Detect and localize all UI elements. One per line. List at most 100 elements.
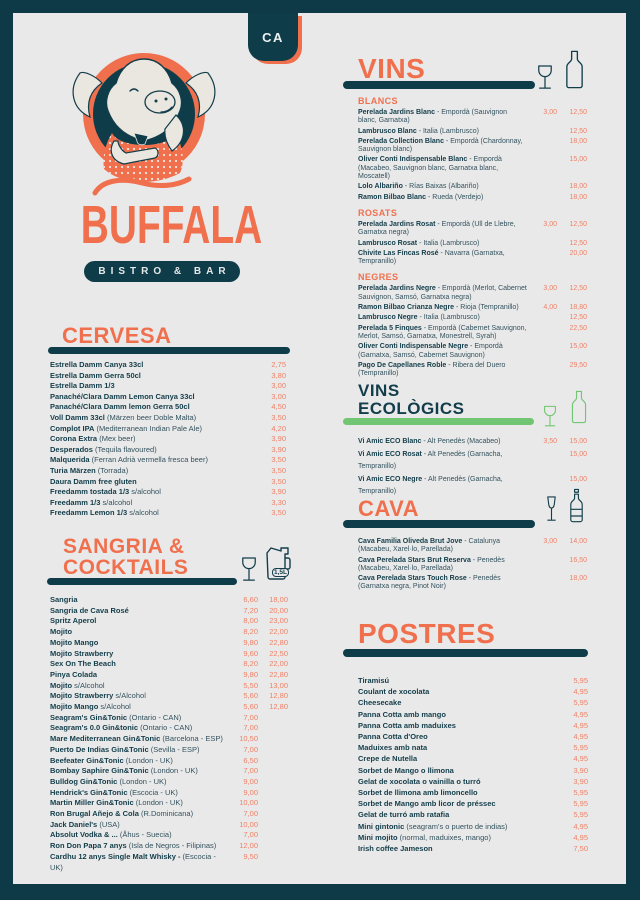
menu-item-row: Perelada Jardins Negre - Empordà (Merlot… xyxy=(358,285,587,302)
item-note: (Ferran Adrià vermella fresca beer) xyxy=(89,455,208,465)
item-name: Freedamm tostada 1/3 xyxy=(50,487,130,497)
item-price: 3,00 xyxy=(271,391,286,401)
item-text: Ramon Bilbao Crianza Negre - Rioja (Temp… xyxy=(358,304,527,312)
item-name: Bulldog Gin&Tonic xyxy=(50,776,118,786)
item-price: 22,80 xyxy=(269,637,288,647)
item-name: Bombay Saphire Gin&Tonic xyxy=(50,766,149,776)
negres-list: Perelada Jardins Negre - Empordà (Merlot… xyxy=(358,285,587,378)
menu-item-row: Cheesecake 5,95 xyxy=(358,697,588,708)
menu-item-row: Panaché/Clara Damm lemon Gerra 50cl 4,50 xyxy=(50,402,286,413)
item-name: Mojito Mango xyxy=(50,702,99,712)
item-text: Bombay Saphire Gin&Tonic (London - UK) xyxy=(50,766,228,777)
item-name: Mojito xyxy=(50,627,73,637)
item-price: 22,00 xyxy=(269,627,288,637)
menu-item-row: Panna Cotta amb mango 4,95 xyxy=(358,709,588,720)
cervesa-title: CERVESA xyxy=(62,323,172,348)
right-horn xyxy=(185,71,216,119)
menu-item-row: Mojito 8,20 22,00 xyxy=(50,627,288,638)
menu-item-row: Mojito Mango 9,80 22,80 xyxy=(50,638,288,649)
item-name: Sex On The Beach xyxy=(50,659,116,669)
item-text: Estrella Damm Canya 33cl xyxy=(50,360,252,371)
item-price: 7,20 xyxy=(243,605,258,615)
item-price: 7,00 xyxy=(243,809,258,819)
menu-item-row: Mojito Strawberry 9,60 22,50 xyxy=(50,649,288,660)
menu-item-row: Lambrusco Blanc - Italia (Lambrusco) 12,5… xyxy=(358,128,587,136)
item-note: - Empordà (Ull de Llebre, Garnatxa negra… xyxy=(358,220,516,237)
item-name: Sorbet de Mango amb licor de préssec xyxy=(358,799,496,809)
item-price: 4,00 xyxy=(543,304,557,312)
menu-item-row: Vi Amic ECO Blanc - Alt Penedès (Macabeo… xyxy=(358,436,587,447)
menu-item-row: Freedamm Lemon 1/3 s/alcohol 3,50 xyxy=(50,508,286,519)
menu-item-row: Mojito Strawberry s/Alcohol 5,60 12,80 xyxy=(50,691,288,702)
menu-item-row: Lambrusco Rosat - Italia (Lambrusco) 12,5… xyxy=(358,240,587,248)
item-text: Coulant de xocolata xyxy=(358,686,554,697)
item-text: Mojito Strawberry xyxy=(50,649,228,660)
menu-item-row: Mojito s/Alcohol 5,50 13,00 xyxy=(50,681,288,692)
menu-item-row: Sorbet de Mango o llimona 3,90 xyxy=(358,765,588,776)
item-name: Cheesecake xyxy=(358,698,402,708)
item-price: 18,80 xyxy=(569,304,587,312)
menu-item-row: Bulldog Gin&Tonic (London - UK) 9,00 xyxy=(50,777,288,788)
item-text: Martin Miller Gin&Tonic (London - UK) xyxy=(50,798,228,809)
language-badge[interactable]: CA xyxy=(248,13,298,61)
menu-item-row: Sangria de Cava Rosé 7,20 20,00 xyxy=(50,606,288,617)
item-price: 22,80 xyxy=(269,669,288,679)
menu-item-row: Daura Damm free gluten 3,50 xyxy=(50,477,286,488)
item-name: Panaché/Clara Damm lemon Gerra 50cl xyxy=(50,402,190,412)
item-name: Freedamm 1/3 xyxy=(50,497,101,507)
item-price: 3,50 xyxy=(271,412,286,422)
item-note: - Alt Penedès (Garnacha, Tempranillo) xyxy=(358,451,503,470)
group-label-negres: NEGRES xyxy=(358,272,399,283)
item-price: 3,90 xyxy=(573,776,588,786)
item-text: Sex On The Beach xyxy=(50,659,228,670)
item-price: 5,95 xyxy=(573,698,588,708)
item-price: 5,60 xyxy=(243,702,258,712)
item-text: Lolo Albariño - Rías Baixas (Albariño) xyxy=(358,183,527,191)
item-price: 4,95 xyxy=(573,754,588,764)
item-note: - Rías Baixas (Albariño) xyxy=(402,183,479,191)
item-text: Ramon Bilbao Blanc - Rueda (Verdejo) xyxy=(358,194,527,202)
item-text: Beefeater Gin&Tonic (London - UK) xyxy=(50,756,228,767)
item-note: - Empordà (Macabeo, Sauvignon blanc, Gar… xyxy=(358,156,502,181)
item-price: 2,75 xyxy=(271,360,286,369)
item-note: (Isla de Negros - Filipinas) xyxy=(126,841,217,851)
item-name: Ron Brugal Añejo & Cola xyxy=(50,809,139,819)
item-price: 29,50 xyxy=(569,361,587,369)
item-text: Ron Don Papa 7 anys (Isla de Negros - Fi… xyxy=(50,841,228,852)
item-name: Sangria de Cava Rosé xyxy=(50,605,129,615)
menu-item-row: Turia Märzen (Torrada) 3,50 xyxy=(50,466,286,477)
item-price: 13,00 xyxy=(269,680,288,690)
item-note: - Empordà (Chardonnay, Sauvignon blanc) xyxy=(358,137,523,154)
postres-title: POSTRES xyxy=(358,618,496,649)
menu-item-row: Lambrusco Negre - Italia (Lambrusco) 12,5… xyxy=(358,314,587,322)
item-name: Panna Cotta amb maduixes xyxy=(358,720,456,730)
item-name: Panna Cotta amb mango xyxy=(358,709,446,719)
item-name: Tiramisú xyxy=(358,676,390,685)
menu-item-row: Mare Mediterranean Gin&Tonic (Barcelona … xyxy=(50,734,288,745)
item-price: 5,95 xyxy=(573,799,588,809)
item-name: Perelada Jardins Blanc xyxy=(358,109,436,116)
item-price: 12,80 xyxy=(269,702,288,712)
item-text: Maduixes amb nata xyxy=(358,742,554,753)
pitcher-icon: 1,5L xyxy=(261,546,292,581)
item-note: (Ontario - CAN) xyxy=(127,712,182,722)
item-name: Pago De Capellanes Roble xyxy=(358,361,447,369)
item-text: Complot IPA (Mediterranean Indian Pale A… xyxy=(50,424,252,435)
item-name: Freedamm Lemon 1/3 xyxy=(50,508,128,518)
item-price: 15,00 xyxy=(569,343,587,351)
item-price: 3,50 xyxy=(543,438,557,445)
menu-item-row: Cava Perelada Stars Touch Rose - Penedès… xyxy=(358,575,587,592)
item-name: Beefeater Gin&Tonic xyxy=(50,755,124,765)
menu-item-row: Sorbet de Mango amb licor de préssec 5,95 xyxy=(358,798,588,809)
item-text: Freedamm 1/3 s/alcohol xyxy=(50,498,252,509)
item-note: - Empordà (Garnatxa, Samsó, Cabernet Sau… xyxy=(358,343,503,359)
item-price: 18,00 xyxy=(569,137,587,145)
eco-underline xyxy=(343,418,534,425)
muzzle xyxy=(144,90,176,114)
item-text: Perelada Jardins Rosat - Empordà (Ull de… xyxy=(358,221,527,238)
item-name: Ramon Bilbao Crianza Negre xyxy=(358,304,455,312)
menu-item-row: Beefeater Gin&Tonic (London - UK) 6,50 xyxy=(50,756,288,767)
item-text: Estrella Damm Gerra 50cl xyxy=(50,371,252,382)
item-note: - Empordà (Merlot, Cabernet Sauvignon, S… xyxy=(358,285,527,301)
item-text: Perelada Jardins Blanc - Empordà (Sauvig… xyxy=(358,109,527,126)
